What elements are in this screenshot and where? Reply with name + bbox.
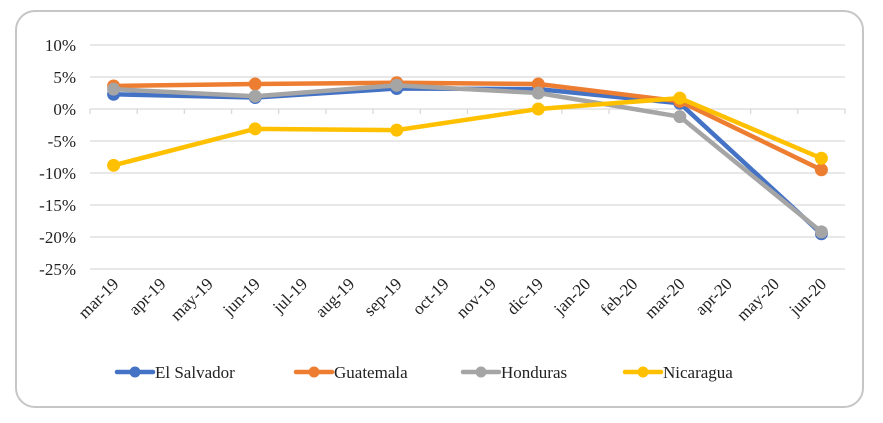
- x-axis: [89, 108, 846, 114]
- x-tick-label: aug-19: [312, 274, 359, 321]
- data-point: [107, 158, 121, 172]
- y-tick-label: -20%: [39, 228, 76, 247]
- data-point: [248, 77, 262, 91]
- legend-label: El Salvador: [155, 363, 235, 382]
- series-honduras: [107, 78, 828, 239]
- x-tick-label: feb-20: [597, 274, 642, 319]
- legend-swatch-marker: [475, 366, 487, 378]
- data-point: [814, 225, 828, 239]
- series-line: [113, 80, 823, 172]
- legend-swatch-marker: [308, 366, 320, 378]
- x-tick-label: apr-20: [691, 274, 736, 319]
- y-tick-label: -10%: [39, 164, 76, 183]
- x-tick-label: nov-19: [452, 274, 499, 321]
- y-tick-label: 0%: [53, 100, 76, 119]
- data-point: [531, 102, 545, 116]
- y-tick-label: -5%: [48, 132, 76, 151]
- legend-item: Honduras: [460, 363, 567, 382]
- chart-frame: [15, 10, 864, 408]
- x-tick-label: jul-19: [268, 274, 311, 317]
- y-axis-tick-labels: 10% 5% 0% -5% -10% -15% -20% -25%: [39, 36, 76, 279]
- legend-swatch-marker: [129, 366, 141, 378]
- data-point: [673, 110, 687, 124]
- y-tick-label: 5%: [53, 68, 76, 87]
- data-point: [531, 77, 545, 91]
- series-line: [113, 83, 823, 234]
- data-point: [248, 89, 262, 103]
- series-el-salvador: [107, 82, 828, 241]
- data-point: [248, 122, 262, 136]
- x-tick-label: may-19: [167, 274, 217, 324]
- x-tick-label: mar-20: [641, 274, 689, 322]
- y-tick-label: -25%: [39, 260, 76, 279]
- x-tick-label: dic-19: [503, 274, 547, 318]
- legend-item: Nicaragua: [622, 363, 733, 382]
- legend-label: Honduras: [501, 363, 567, 382]
- data-point: [814, 163, 828, 177]
- gridlines: [90, 44, 845, 270]
- data-point: [107, 82, 121, 96]
- x-tick-label: may-20: [733, 274, 783, 324]
- data-point: [390, 123, 404, 137]
- legend-swatch-marker: [637, 366, 649, 378]
- x-tick-label: apr-19: [125, 274, 170, 319]
- data-point: [531, 86, 545, 100]
- legend-item: Guatemala: [293, 363, 408, 382]
- x-tick-label: jun-20: [785, 274, 831, 320]
- series-line: [113, 95, 823, 168]
- x-tick-label: sep-19: [360, 274, 405, 319]
- data-point: [814, 151, 828, 165]
- series-nicaragua: [107, 91, 828, 172]
- x-tick-label: mar-19: [75, 274, 123, 322]
- y-tick-label: -15%: [39, 196, 76, 215]
- x-tick-label: oct-19: [409, 274, 453, 318]
- y-tick-label: 10%: [45, 36, 76, 55]
- data-point: [390, 78, 404, 92]
- series-lines: [107, 76, 828, 241]
- x-tick-label: jun-19: [218, 274, 264, 320]
- data-point: [673, 91, 687, 105]
- legend-label: Nicaragua: [663, 363, 733, 382]
- legend-label: Guatemala: [334, 363, 408, 382]
- x-tick-label: jan-20: [549, 274, 594, 319]
- legend: El Salvador Guatemala Honduras Nicaragua: [114, 363, 733, 382]
- legend-item: El Salvador: [114, 363, 235, 382]
